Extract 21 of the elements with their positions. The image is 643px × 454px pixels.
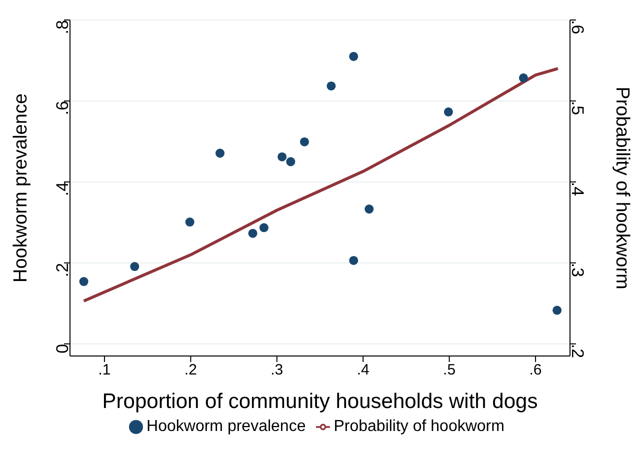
legend-label: Probability of hookworm: [334, 418, 504, 435]
x-tick-label: .1: [98, 362, 111, 379]
legend-label: Hookworm prevalence: [146, 418, 306, 435]
x-axis-title: Proportion of community households with dogs: [102, 390, 538, 413]
y-tick-label: .6: [53, 100, 72, 116]
y2-tick-label: .6: [568, 20, 587, 34]
y2-tick-label: .2: [568, 344, 587, 358]
x-tick-label: .4: [356, 362, 370, 379]
y-tick-label: .8: [53, 20, 72, 34]
x-tick-label: .5: [443, 362, 456, 379]
y2-tick-label: .3: [568, 262, 587, 278]
x-tick-label: .6: [529, 362, 542, 379]
y2-tick-label: .4: [568, 182, 587, 196]
y-axis-title: Hookworm prevalence: [10, 93, 32, 283]
y2-axis-title: Probability of hookworm: [611, 86, 632, 290]
x-tick-label: .3: [270, 362, 284, 379]
x-tick-label: .2: [184, 362, 197, 379]
y-tick-label: .4: [53, 182, 72, 196]
y-tick-label: 0: [53, 344, 72, 354]
y-tick-label: .2: [53, 262, 72, 278]
y2-tick-label: .5: [568, 100, 587, 116]
